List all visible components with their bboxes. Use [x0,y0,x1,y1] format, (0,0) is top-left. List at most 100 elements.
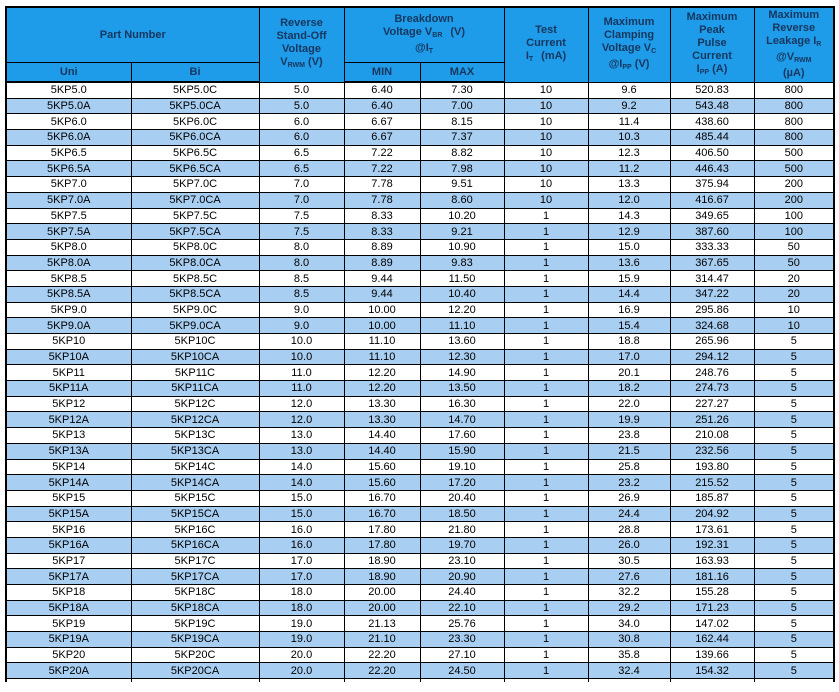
cell-vbr-min: 6.67 [343,113,421,131]
cell-clamping-voltage: 14.3 [587,207,671,225]
cell-part-bi: 5KP7.5C [130,207,260,225]
cell-reverse-leakage: 100 [753,207,835,225]
cell-peak-pulse-current: 147.02 [669,615,755,633]
col-header-vbr-max: MAX [419,62,505,83]
cell-vbr-min: 8.89 [343,254,421,272]
cell-vbr-max: 7.00 [419,97,505,115]
cell-test-current: 1 [503,615,589,633]
table-row: 5KP6.0A 5KP6.0CA 6.0 6.67 7.37 10 10.3 485.44 80… [5,129,835,146]
table-header: Part Number Reverse Stand-Off Voltage VR… [5,6,835,83]
cell-part-bi: 5KP8.5C [130,270,260,287]
cell-peak-pulse-current: 139.66 [669,646,755,664]
table-row: 5KP9.0 5KP9.0C 9.0 10.00 12.20 1 16.9 295.86 10 [5,301,835,319]
vc-unit: (V) [631,57,650,70]
cell-vrwm: 19.0 [258,615,345,633]
cell-vbr-max: 24.40 [419,584,505,601]
cell-clamping-voltage: 26.9 [587,489,671,507]
cell-test-current: 1 [503,536,589,554]
cell-vbr-min: 20.00 [343,599,421,617]
cell-vrwm: 13.0 [258,427,345,444]
cell-vbr-min: 13.30 [343,395,421,413]
cell-part-uni: 5KP17 [5,552,132,570]
cell-vrwm: 6.0 [258,129,345,146]
cell-vbr-max: 19.70 [419,536,505,554]
vrwm-line1: Reverse [280,17,323,30]
cell-clamping-voltage: 35.8 [587,646,671,664]
cell-reverse-leakage: 5 [753,348,835,366]
max-label: MAX [449,65,475,78]
cell-part-uni: 5KP9.0A [5,317,132,334]
cell-test-current: 10 [503,113,589,131]
cell-part-uni: 5KP12 [5,395,132,413]
cell-vbr-max: 24.50 [419,662,505,680]
cell-clamping-voltage: 22.0 [587,395,671,413]
it-symbol-line: IT (mA) [505,49,587,66]
cell-reverse-leakage: 500 [753,144,835,162]
cell-part-uni: 5KP8.5A [5,285,132,303]
cell-vbr-min: 12.20 [343,364,421,382]
cell-clamping-voltage: 32.4 [587,662,671,680]
cell-vrwm: 6.0 [258,113,345,131]
cell-part-uni: 5KP12A [5,411,132,429]
cell-vbr-max: 15.90 [419,442,505,460]
vrwm-unit: (V) [304,56,323,69]
cell-clamping-voltage: 14.4 [587,285,671,303]
cell-peak-pulse-current: 485.44 [669,129,755,146]
cell-reverse-leakage: 5 [753,521,835,538]
cell-part-bi: 5KP5.0C [130,81,260,99]
cell-cutoff [669,678,755,683]
cell-test-current: 1 [503,458,589,476]
cell-part-bi: 5KP14CA [130,474,260,491]
cell-part-bi: 5KP13CA [130,442,260,460]
table-row: 5KP16A 5KP16CA 16.0 17.80 19.70 1 26.0 192.31 5 [5,536,835,554]
cell-clamping-voltage: 26.0 [587,536,671,554]
cell-test-current: 1 [503,207,589,225]
cell-vrwm: 10.0 [258,333,345,350]
cell-clamping-voltage: 18.8 [587,333,671,350]
table-row: 5KP19 5KP19C 19.0 21.13 25.76 1 34.0 147.02 5 [5,615,835,633]
vc-line2: Clamping [603,28,655,41]
cell-part-uni: 5KP20A [5,662,132,680]
col-header-test-current: Test Current IT (mA) [503,6,589,83]
cell-clamping-voltage: 20.1 [587,364,671,382]
cell-vrwm: 7.5 [258,223,345,240]
cell-vbr-max: 9.51 [419,176,505,193]
cell-vbr-max: 12.20 [419,301,505,319]
cell-vbr-max: 8.60 [419,191,505,209]
cell-vrwm: 19.0 [258,631,345,648]
cell-vbr-min: 9.44 [343,285,421,303]
cell-vbr-max: 10.40 [419,285,505,303]
ir-at-vrwm: @V [776,51,795,64]
cell-peak-pulse-current: 251.26 [669,411,755,429]
cell-vbr-max: 12.30 [419,348,505,366]
cell-cutoff [130,678,260,683]
cell-part-bi: 5KP19CA [130,631,260,648]
cell-clamping-voltage: 9.6 [587,81,671,99]
cell-reverse-leakage: 5 [753,395,835,413]
cell-reverse-leakage: 50 [753,238,835,256]
cell-part-bi: 5KP11C [130,364,260,382]
col-header-vbr: Breakdown Voltage VBR (V) @IT [343,6,505,63]
vbr-line2: Voltage VBR (V) [345,26,503,42]
cell-clamping-voltage: 13.3 [587,176,671,193]
cell-clamping-voltage: 23.8 [587,427,671,444]
table-row: 5KP15 5KP15C 15.0 16.70 20.40 1 26.9 185.87 5 [5,489,835,507]
cell-clamping-voltage: 12.3 [587,144,671,162]
cell-peak-pulse-current: 154.32 [669,662,755,680]
cell-vbr-max: 25.76 [419,615,505,633]
cell-part-bi: 5KP9.0CA [130,317,260,334]
it-unit: (mA) [541,49,567,62]
it-subscript: T [528,55,534,63]
table-row: 5KP5.0 5KP5.0C 5.0 6.40 7.30 10 9.6 520.83 800 [5,81,835,99]
table-row: 5KP16 5KP16C 16.0 17.80 21.80 1 28.8 173.61 5 [5,521,835,538]
cell-vbr-min: 9.44 [343,270,421,287]
cell-clamping-voltage: 24.4 [587,505,671,523]
cell-vbr-max: 17.60 [419,427,505,444]
cell-vrwm: 10.0 [258,348,345,366]
cell-clamping-voltage: 15.0 [587,238,671,256]
table-row: 5KP10 5KP10C 10.0 11.10 13.60 1 18.8 265.96 5 [5,333,835,350]
cell-peak-pulse-current: 387.60 [669,223,755,240]
cell-vrwm: 11.0 [258,364,345,382]
table-row: 5KP6.5A 5KP6.5CA 6.5 7.22 7.98 10 11.2 446.43 50… [5,160,835,178]
cell-test-current: 10 [503,191,589,209]
